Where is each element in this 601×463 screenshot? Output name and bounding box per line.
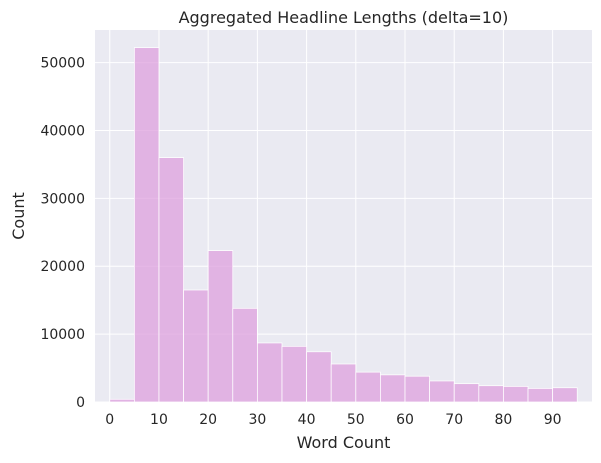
histogram-bar bbox=[453, 383, 480, 403]
y-tick-label: 0 bbox=[76, 395, 85, 411]
histogram-bar bbox=[158, 157, 184, 403]
x-tick-label: 80 bbox=[495, 412, 513, 428]
histogram-bar bbox=[355, 371, 381, 403]
histogram-bar bbox=[380, 374, 406, 403]
histogram-bar bbox=[429, 380, 455, 403]
x-tick-label: 20 bbox=[199, 412, 217, 428]
histogram-bar bbox=[133, 47, 160, 403]
y-axis-label: Count bbox=[9, 192, 28, 240]
histogram-bar bbox=[232, 307, 258, 403]
x-tick-labels: 0 10 20 30 40 50 60 70 80 90 bbox=[105, 412, 561, 428]
histogram-bar bbox=[281, 345, 307, 403]
histogram-bar bbox=[527, 388, 554, 403]
histogram-bar bbox=[404, 375, 430, 403]
x-axis-label: Word Count bbox=[297, 433, 391, 452]
x-tick-label: 70 bbox=[445, 412, 463, 428]
x-tick-label: 30 bbox=[248, 412, 266, 428]
y-tick-label: 10000 bbox=[40, 327, 85, 343]
histogram-bar bbox=[109, 398, 135, 403]
histogram-bar bbox=[207, 250, 234, 403]
y-tick-label: 20000 bbox=[40, 259, 85, 275]
histogram-bar bbox=[478, 385, 504, 403]
x-tick-label: 0 bbox=[105, 412, 114, 428]
x-tick-label: 10 bbox=[150, 412, 168, 428]
histogram-bar bbox=[552, 387, 578, 403]
x-tick-label: 60 bbox=[396, 412, 414, 428]
y-tick-label: 50000 bbox=[40, 56, 85, 72]
histogram-bar bbox=[306, 351, 332, 403]
x-tick-label: 90 bbox=[544, 412, 562, 428]
y-tick-label: 40000 bbox=[40, 123, 85, 139]
bars bbox=[109, 47, 578, 403]
chart-title: Aggregated Headline Lengths (delta=10) bbox=[179, 8, 509, 27]
histogram-bar bbox=[183, 289, 209, 403]
y-tick-labels: 0 10000 20000 30000 40000 50000 bbox=[40, 56, 85, 411]
x-tick-label: 40 bbox=[298, 412, 316, 428]
histogram-bar bbox=[503, 386, 529, 403]
histogram-bar bbox=[257, 342, 283, 403]
histogram-bar bbox=[330, 363, 357, 403]
y-tick-label: 30000 bbox=[40, 191, 85, 207]
x-tick-label: 50 bbox=[347, 412, 365, 428]
